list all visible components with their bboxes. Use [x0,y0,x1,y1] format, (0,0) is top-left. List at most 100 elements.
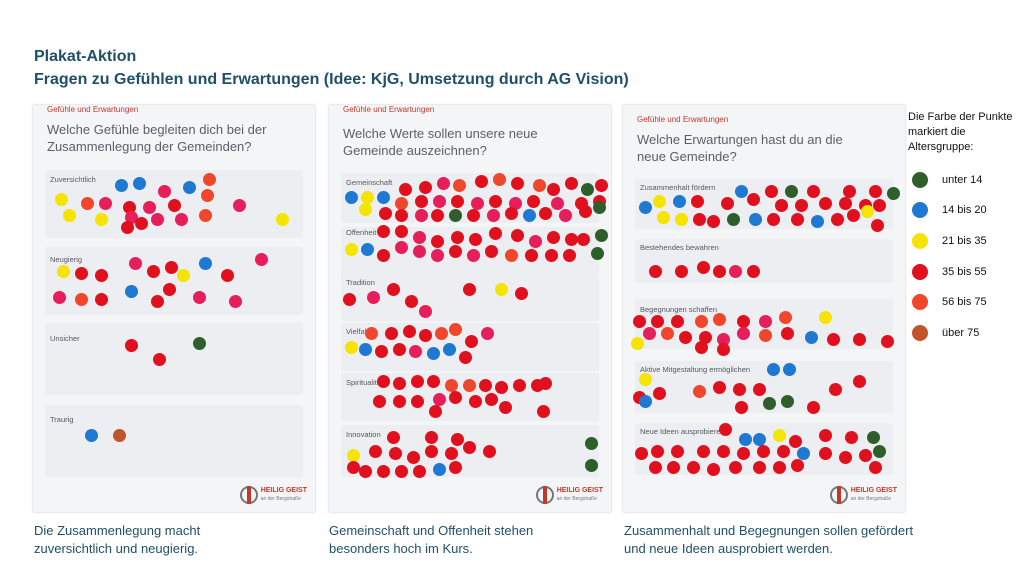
parish-logo: HEILIG GEIST an der Bergstraße [829,486,897,504]
sticker-dot [451,433,464,446]
sticker-dot [679,331,692,344]
logo-name: HEILIG GEIST [260,487,307,494]
sticker-dot [693,385,706,398]
sticker-dot [591,247,604,260]
sticker-dot [143,201,156,214]
category-label: Traurig [50,415,74,424]
sticker-dot [707,215,720,228]
sticker-dot [63,209,76,222]
sticker-dot [433,463,446,476]
sticker-dot [443,343,456,356]
sticker-dot [451,231,464,244]
sticker-dot [203,173,216,186]
sticker-dot [729,461,742,474]
sticker-dot [697,261,710,274]
sticker-dot [713,313,726,326]
sticker-dot [129,257,142,270]
sticker-dot [489,195,502,208]
sticker-dot [485,245,498,258]
sticker-dot [529,235,542,248]
category-label: Zusammenhalt fördern [640,183,716,192]
sticker-dot [653,387,666,400]
category-label: Offenheit [346,228,377,237]
sticker-dot [693,213,706,226]
sticker-dot [199,257,212,270]
sticker-dot [445,447,458,460]
sticker-dot [651,315,664,328]
sticker-dot [425,431,438,444]
sticker-dot [395,225,408,238]
sticker-dot [481,327,494,340]
category-label: Spiritualität [346,378,384,387]
sticker-dot [411,395,424,408]
sticker-dot [55,193,68,206]
sticker-dot [158,185,171,198]
sticker-dot [135,217,148,230]
sticker-dot [839,451,852,464]
sticker-dot [673,195,686,208]
sticker-dot [449,391,462,404]
sticker-dot [845,431,858,444]
category-label: Innovation [346,430,381,439]
category-band [45,323,303,395]
sticker-dot [545,249,558,262]
sticker-dot [233,199,246,212]
sticker-dot [779,311,792,324]
legend-label: 35 bis 55 [942,266,987,278]
sticker-dot [489,227,502,240]
sticker-dot [375,345,388,358]
sticker-dot [53,291,66,304]
category-label: Neue Ideen ausprobieren [640,427,725,436]
sticker-dot [523,209,536,222]
sticker-dot [749,213,762,226]
sticker-dot [57,265,70,278]
sticker-dot [229,295,242,308]
sticker-dot [453,179,466,192]
sticker-dot [487,209,500,222]
sticker-dot [193,291,206,304]
sticker-dot [467,209,480,222]
sticker-dot [873,445,886,458]
category-label: Begegnungen schaffen [640,305,718,314]
sticker-dot [713,381,726,394]
logo-name: HEILIG GEIST [850,487,897,494]
sticker-dot [719,423,732,436]
sticker-dot [861,205,874,218]
sticker-dot [737,327,750,340]
sticker-dot [125,285,138,298]
sticker-dot [377,249,390,262]
sticker-dot [85,429,98,442]
sticker-dot [651,445,664,458]
legend-swatch [912,294,928,310]
sticker-dot [873,199,886,212]
sticker-dot [115,179,128,192]
sticker-dot [147,265,160,278]
category-label: Unsicher [50,334,80,343]
sticker-dot [819,447,832,460]
sticker-dot [843,185,856,198]
legend-item: 21 bis 35 [912,233,987,249]
sticker-dot [395,209,408,222]
sticker-dot [819,311,832,324]
sticker-dot [675,213,688,226]
sticker-dot [345,341,358,354]
sticker-dot [113,429,126,442]
sticker-dot [511,177,524,190]
wheel-cross-icon [829,486,848,504]
sticker-dot [767,213,780,226]
sticker-dot [369,445,382,458]
sticker-dot [853,375,866,388]
sticker-dot [887,187,900,200]
sticker-dot [579,205,592,218]
sticker-dot [505,207,518,220]
sticker-dot [429,405,442,418]
sticker-dot [717,445,730,458]
sticker-dot [539,207,552,220]
sticker-dot [661,327,674,340]
sticker-dot [495,283,508,296]
wheel-cross-icon [239,486,258,504]
sticker-dot [359,465,372,478]
sticker-dot [737,315,750,328]
poster-header: Gefühle und Erwartungen [637,115,729,124]
legend-item: 14 bis 20 [912,202,987,218]
